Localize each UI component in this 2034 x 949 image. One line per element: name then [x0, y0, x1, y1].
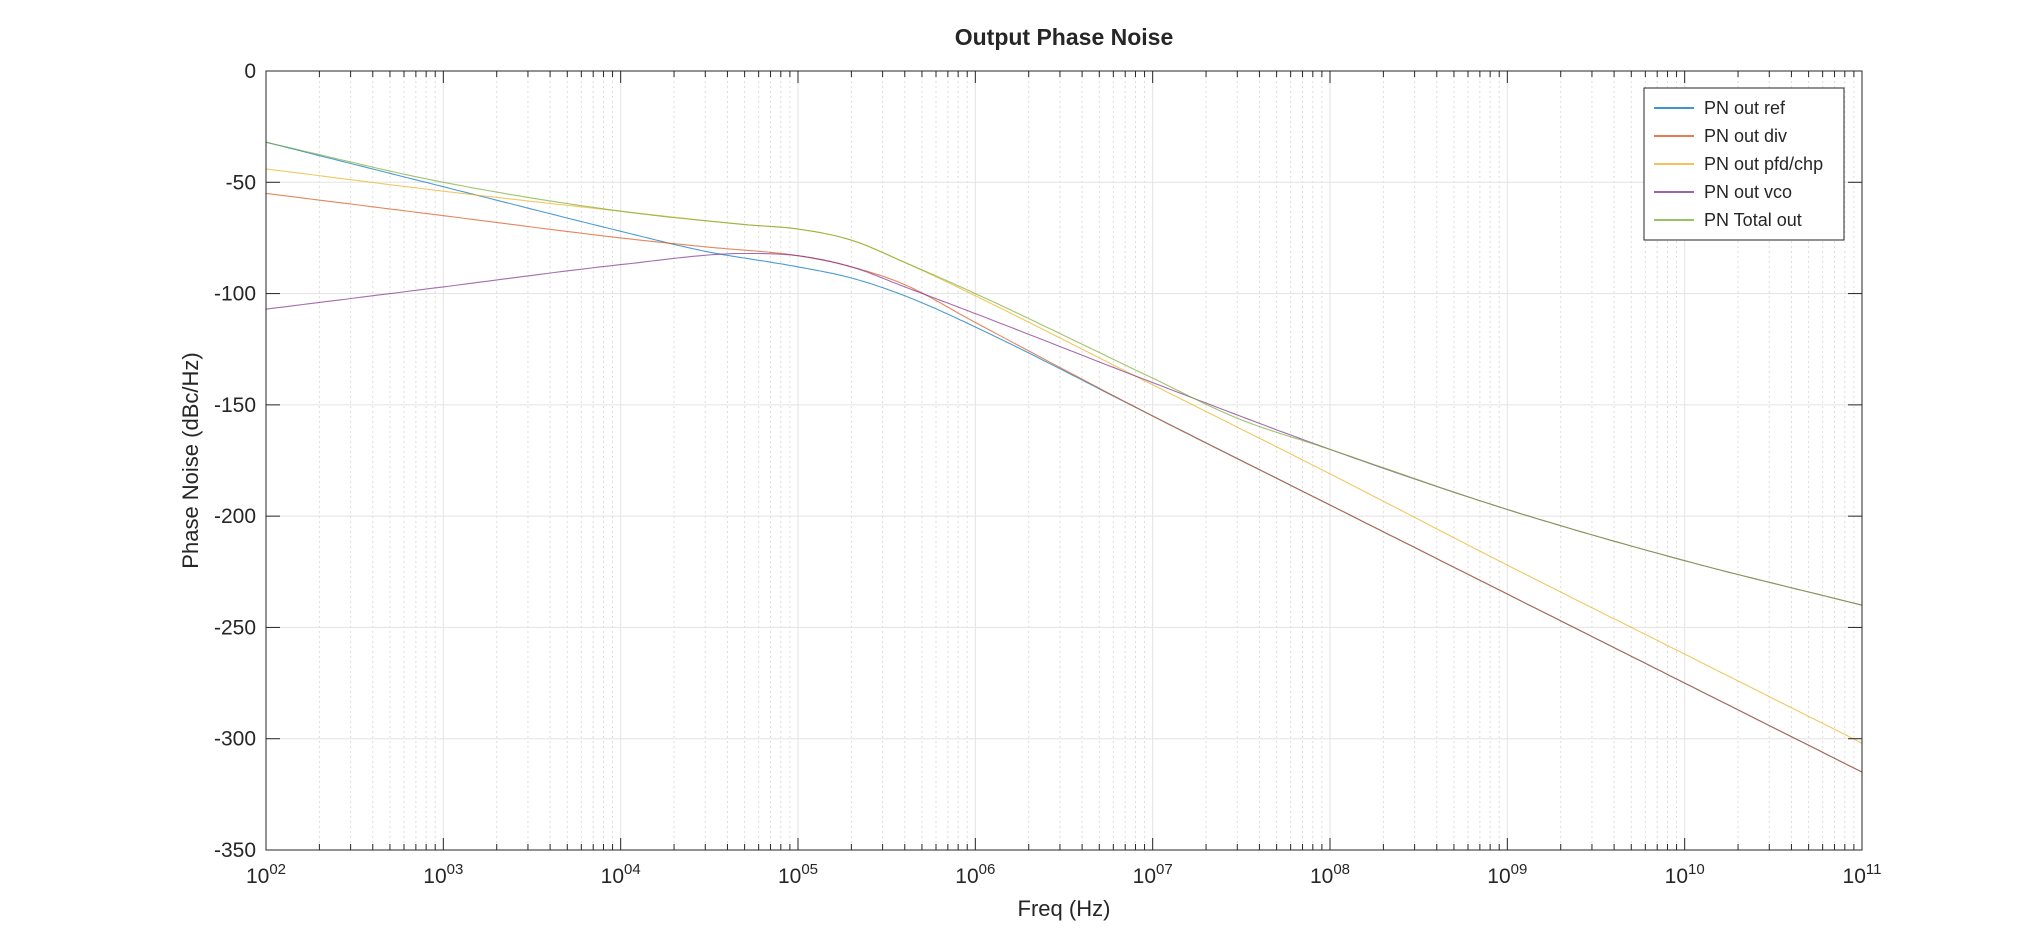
y-tick-label: 0 — [244, 60, 256, 83]
legend-label: PN out div — [1704, 126, 1787, 146]
y-tick-label: -250 — [214, 616, 256, 639]
series-lines — [265, 141, 1863, 773]
legend-label: PN out ref — [1704, 98, 1786, 118]
x-axis-label: Freq (Hz) — [1018, 896, 1111, 921]
x-tick-label: 1008 — [1310, 861, 1350, 888]
y-tick-label: -100 — [214, 283, 256, 306]
x-tick-label: 1003 — [423, 861, 463, 888]
legend-label: PN out pfd/chp — [1704, 154, 1823, 174]
legend-label: PN Total out — [1704, 210, 1802, 230]
x-tick-label: 1007 — [1133, 861, 1173, 888]
y-tick-label: -50 — [226, 171, 256, 194]
chart-title: Output Phase Noise — [955, 24, 1174, 50]
y-tick-label: -150 — [214, 394, 256, 417]
legend: PN out ref PN out div PN out pfd/chp PN out… — [1643, 87, 1845, 241]
y-tick-label: -350 — [214, 839, 256, 862]
plot-area-border — [265, 70, 1863, 851]
x-tick-label: 1006 — [955, 861, 995, 888]
x-tick-label: 1009 — [1487, 861, 1527, 888]
series-line-1 — [265, 192, 1863, 773]
y-axis-label: Phase Noise (dBc/Hz) — [178, 352, 203, 568]
series-line-4 — [265, 141, 1863, 606]
x-tick-label: 1011 — [1843, 861, 1882, 888]
axis-ticks: 1002 1003 1004 1005 1006 1007 1008 1009 1010 1011… — [214, 60, 1882, 888]
x-tick-label: 1010 — [1665, 861, 1705, 888]
legend-label: PN out vco — [1704, 182, 1792, 202]
x-tick-label: 1004 — [601, 861, 641, 888]
y-tick-label: -300 — [214, 728, 256, 751]
y-tick-label: -200 — [214, 505, 256, 528]
x-tick-label: 1005 — [778, 861, 818, 888]
x-tick-label: 1002 — [246, 861, 286, 888]
